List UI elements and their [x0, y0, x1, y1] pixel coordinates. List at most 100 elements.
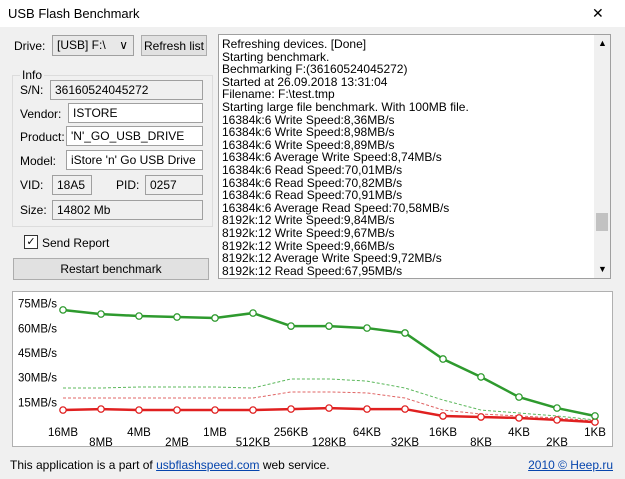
x-tick-label: 16KB — [429, 427, 457, 439]
point — [211, 406, 219, 414]
y-tick-label: 60MB/s — [18, 323, 57, 335]
point — [401, 405, 409, 413]
point — [439, 412, 447, 420]
x-tick-label: 2KB — [546, 437, 568, 449]
x-tick-label: 8KB — [470, 437, 492, 449]
point — [59, 306, 67, 314]
point — [591, 418, 599, 426]
log-line: Filename: F:\test.tmp — [222, 87, 335, 102]
log-line: 16384k:6 Read Speed:70,91MB/s — [222, 188, 403, 203]
point — [553, 404, 561, 412]
log-box: ▲ ▼ Refreshing devices. [Done] Starting b… — [218, 34, 611, 279]
title-bar — [0, 0, 625, 27]
x-tick-label: 4KB — [508, 427, 530, 439]
point — [173, 313, 181, 321]
point — [211, 314, 219, 322]
copyright-link[interactable]: 2010 © Heep.ru — [528, 458, 613, 472]
log-line: 8192k:12 Read Speed:67,95MB/s — [222, 263, 403, 278]
point — [173, 406, 181, 414]
log-line: 16384k:6 Write Speed:8,98MB/s — [222, 125, 395, 140]
point — [363, 324, 371, 332]
series-line — [63, 391, 596, 422]
x-tick-label: 1MB — [203, 427, 227, 439]
log-line: 8192k:12 Average Write Speed:9,72MB/s — [222, 251, 442, 266]
point — [401, 329, 409, 337]
drive-select[interactable]: [USB] F:\ ∨ — [52, 35, 134, 56]
product-field[interactable]: 'N'_GO_USB_DRIVE — [66, 126, 203, 146]
x-tick-label: 2MB — [165, 437, 189, 449]
log-line: Starting benchmark. — [222, 49, 330, 64]
log-line: 16384k:6 Write Speed:8,36MB/s — [222, 112, 395, 127]
point — [287, 405, 295, 413]
sn-label: S/N: — [20, 83, 44, 97]
product-label: Product: — [20, 130, 65, 144]
point — [439, 355, 447, 363]
point — [97, 405, 105, 413]
point — [477, 413, 485, 421]
x-tick-label: 128KB — [312, 437, 347, 449]
log-line: 16384k:6 Average Write Speed:8,74MB/s — [222, 150, 442, 165]
point — [515, 393, 523, 401]
log-line: Starting large file benchmark. With 100M… — [222, 100, 469, 114]
point — [325, 404, 333, 412]
point — [59, 406, 67, 414]
pid-label: PID: — [116, 178, 140, 192]
sn-field: 36160524045272 — [50, 80, 203, 100]
log-line: Started at 26.09.2018 13:31:04 — [222, 74, 388, 89]
size-label: Size: — [20, 203, 47, 217]
x-tick-label: 32KB — [391, 437, 419, 449]
log-line: Bechmarking F:(36160524045272) — [222, 62, 408, 77]
point — [591, 412, 599, 420]
y-tick-label: 30MB/s — [18, 373, 57, 385]
point — [287, 322, 295, 330]
model-field[interactable]: iStore 'n' Go USB Drive — [66, 150, 203, 170]
send-report-checkbox[interactable]: ✓ — [24, 235, 38, 249]
pid-field: 0257 — [145, 175, 203, 195]
series-line — [63, 378, 596, 421]
x-tick-label: 512KB — [236, 437, 271, 449]
send-report-label: Send Report — [42, 236, 110, 250]
x-tick-label: 256KB — [274, 427, 309, 439]
window-title: USB Flash Benchmark — [8, 6, 140, 21]
vid-field: 18A5 — [52, 175, 92, 195]
refresh-button[interactable]: Refresh list — [141, 35, 207, 56]
point — [363, 405, 371, 413]
scrollbar[interactable]: ▲ ▼ — [594, 35, 610, 278]
point — [249, 309, 257, 317]
footer-text1: This application is a part of — [10, 458, 153, 472]
info-label: Info — [20, 68, 45, 82]
vid-label: VID: — [20, 178, 44, 192]
x-tick-label: 1KB — [584, 427, 606, 439]
point — [325, 322, 333, 330]
y-tick-label: 15MB/s — [18, 397, 57, 409]
restart-button[interactable]: Restart benchmark — [13, 258, 209, 280]
log-line: 8192k:12 Write Speed:9,84MB/s — [222, 213, 395, 228]
point — [135, 406, 143, 414]
size-field: 14802 Mb — [52, 200, 203, 220]
footer-text2: web service. — [262, 458, 330, 472]
point — [97, 310, 105, 318]
y-tick-label: 75MB/s — [18, 299, 57, 311]
log-line: 8192k:12 Write Speed:9,67MB/s — [222, 226, 395, 240]
log-line: 16384k:6 Read Speed:70,01MB/s — [222, 163, 403, 177]
x-tick-label: 4MB — [127, 427, 151, 439]
info-group — [12, 75, 213, 227]
footer-text: This application is a part of usbflashsp… — [10, 458, 330, 472]
log-line: Refreshing devices. [Done] — [222, 37, 367, 51]
vendor-field[interactable]: ISTORE — [68, 103, 203, 123]
y-tick-label: 45MB/s — [18, 348, 57, 360]
vendor-label: Vendor: — [20, 107, 62, 121]
model-label: Model: — [20, 154, 57, 168]
drive-label: Drive: — [14, 39, 46, 53]
log-line: 16384k:6 Write Speed:8,89MB/s — [222, 137, 395, 152]
close-button[interactable]: ✕ — [592, 5, 604, 21]
x-tick-label: 8MB — [89, 437, 113, 449]
drive-value: [USB] F:\ — [57, 38, 106, 52]
footer-link[interactable]: usbflashspeed.com — [156, 458, 260, 472]
chart-frame — [12, 291, 613, 447]
x-tick-label: 16MB — [48, 427, 78, 439]
point — [515, 414, 523, 422]
log-line: 16384k:6 Read Speed:70,82MB/s — [222, 175, 403, 190]
